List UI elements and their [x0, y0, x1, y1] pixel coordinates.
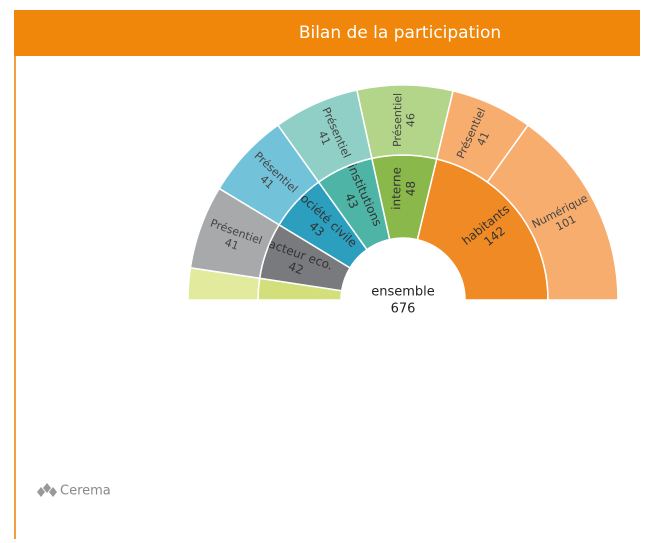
logo: Cerema [37, 483, 111, 499]
outer-slice [218, 124, 320, 226]
header-bar [14, 10, 640, 56]
outer-slice [355, 84, 454, 160]
center-name: ensemble [371, 285, 435, 300]
slice-value: 46 [404, 113, 417, 127]
outer-slice [276, 89, 373, 184]
slice-name: Présentiel [391, 93, 405, 147]
slice-value: 43 [342, 191, 361, 211]
logo-icon [37, 483, 57, 497]
outer-slice [189, 187, 281, 280]
center-value: 676 [391, 302, 416, 317]
slice-value: 41 [474, 130, 492, 148]
slice-value: 41 [223, 236, 241, 253]
logo-text: Cerema [60, 484, 111, 499]
slice-label: interne 48 [389, 167, 418, 210]
slice-name: interne [389, 167, 403, 210]
slice-label: Présentiel 46 [391, 93, 418, 147]
slice-value: 42 [286, 259, 305, 277]
outer-slice [486, 124, 619, 301]
card-title: Bilan de la participation [299, 23, 501, 43]
slice-value: 48 [404, 181, 418, 196]
slice-value: 41 [315, 129, 333, 147]
outer-slice [435, 90, 530, 184]
